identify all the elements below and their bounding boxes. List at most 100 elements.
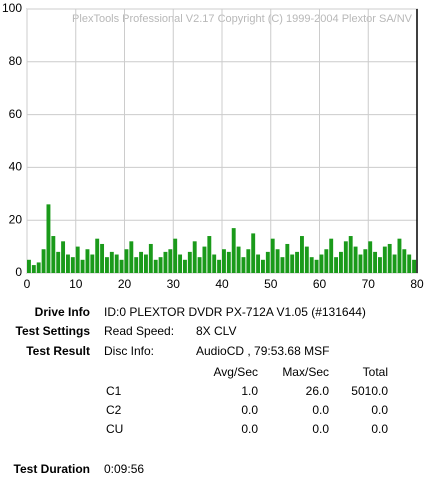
bar <box>139 251 144 273</box>
stats-value: 0.0 <box>312 422 329 436</box>
label: Test Settings <box>16 324 91 338</box>
value: ID:0 PLEXTOR DVDR PX-712A V1.05 (#131644… <box>104 305 366 319</box>
x-tick-label: 20 <box>118 277 132 291</box>
bar <box>382 246 387 273</box>
y-tick-label: 0 <box>15 265 22 279</box>
bar <box>226 251 231 273</box>
stats-value: 5010.0 <box>351 384 388 398</box>
bar <box>256 254 261 273</box>
bar <box>246 249 251 273</box>
bar <box>241 257 246 273</box>
bar <box>144 254 148 273</box>
bar <box>192 241 197 273</box>
stats-row-label: C1 <box>106 384 122 398</box>
bar <box>358 254 363 273</box>
bar <box>368 241 373 273</box>
value: 0:09:56 <box>104 462 144 476</box>
bar <box>46 204 51 273</box>
bar <box>363 249 368 273</box>
bar <box>290 254 295 273</box>
bar <box>392 254 397 273</box>
bar <box>339 251 343 273</box>
bar <box>183 259 187 273</box>
bar <box>265 251 270 273</box>
stats-value: 0.0 <box>241 403 258 417</box>
bar <box>197 257 202 273</box>
stats-value: 0.0 <box>371 422 388 436</box>
bar <box>217 259 222 273</box>
bar <box>168 249 173 273</box>
bar <box>61 241 66 273</box>
stats-header: Total <box>363 365 388 379</box>
bar <box>387 243 392 273</box>
y-tick-label: 40 <box>9 160 23 174</box>
bar <box>51 236 56 273</box>
label: Test Result <box>26 344 90 358</box>
x-tick-label: 50 <box>264 277 278 291</box>
key: Disc Info: <box>104 344 154 358</box>
bar <box>285 243 290 273</box>
bar <box>373 251 378 273</box>
bar <box>300 236 304 273</box>
x-tick-label: 60 <box>313 277 327 291</box>
bar <box>153 259 158 273</box>
bar <box>105 257 109 273</box>
bar <box>80 259 85 273</box>
bar <box>163 251 168 273</box>
bar <box>412 259 417 273</box>
bar <box>66 254 70 273</box>
x-tick-label: 70 <box>362 277 376 291</box>
bar <box>407 254 412 273</box>
bar <box>70 257 75 273</box>
bar <box>231 228 236 273</box>
bar <box>119 259 124 273</box>
bar <box>27 259 31 273</box>
bar <box>275 249 280 273</box>
watermark: PlexTools Professional V2.17 Copyright (… <box>72 13 413 25</box>
bar <box>31 265 36 273</box>
bar <box>56 251 61 273</box>
y-tick-label: 100 <box>2 1 22 15</box>
bar <box>75 246 80 273</box>
bar <box>261 259 265 273</box>
bar <box>402 249 407 273</box>
bar <box>212 254 217 273</box>
bar <box>397 238 402 273</box>
bar <box>236 246 241 273</box>
bar <box>41 249 46 273</box>
bar <box>378 257 382 273</box>
stats-value: 1.0 <box>241 384 258 398</box>
stats-value: 26.0 <box>306 384 330 398</box>
bar <box>173 238 178 273</box>
bar <box>90 254 95 273</box>
x-tick-label: 80 <box>410 277 424 291</box>
bar <box>109 251 114 273</box>
bar <box>324 249 329 273</box>
key: Read Speed: <box>104 324 174 338</box>
y-tick-label: 80 <box>9 54 23 68</box>
bar <box>280 257 285 273</box>
bar <box>129 241 134 273</box>
bar <box>329 238 334 273</box>
bar <box>187 251 192 273</box>
stats-value: 0.0 <box>371 403 388 417</box>
bar <box>158 257 163 273</box>
bar <box>270 238 275 273</box>
bar <box>348 236 353 273</box>
bar <box>304 246 309 273</box>
value: AudioCD , 79:53.68 MSF <box>196 344 329 358</box>
stats-header: Avg/Sec <box>214 365 258 379</box>
bar <box>319 254 324 273</box>
bar <box>353 246 358 273</box>
bar <box>202 246 207 273</box>
bar <box>36 262 41 273</box>
bar <box>295 251 300 273</box>
bar <box>343 241 348 273</box>
bar <box>100 243 105 273</box>
bar <box>334 257 339 273</box>
bar <box>95 238 100 273</box>
bar <box>314 259 319 273</box>
stats-header: Max/Sec <box>282 365 329 379</box>
bar <box>114 254 119 273</box>
